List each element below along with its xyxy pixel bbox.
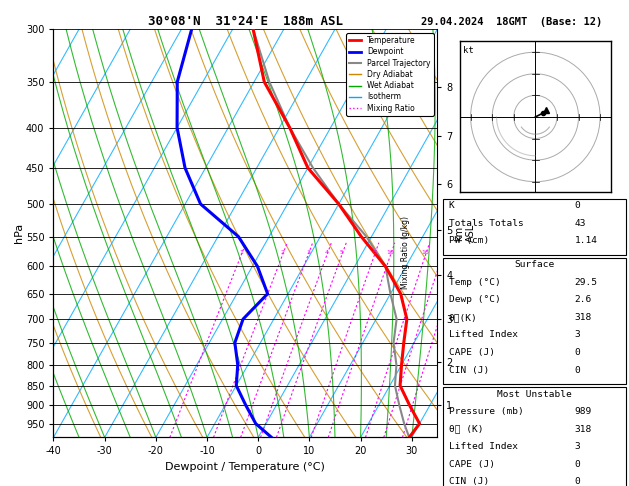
Text: 3: 3: [575, 330, 581, 339]
Text: 3: 3: [306, 250, 310, 255]
Text: 0: 0: [575, 460, 581, 469]
Y-axis label: km
ASL: km ASL: [454, 224, 476, 243]
Text: 1: 1: [240, 250, 243, 255]
Text: Lifted Index: Lifted Index: [448, 442, 518, 451]
Text: Temp (°C): Temp (°C): [448, 278, 500, 287]
Text: Totals Totals: Totals Totals: [448, 219, 523, 227]
Text: Surface: Surface: [515, 260, 555, 269]
Text: 0: 0: [575, 201, 581, 210]
Text: 29.5: 29.5: [575, 278, 598, 287]
Text: 0: 0: [575, 365, 581, 375]
Text: Dewp (°C): Dewp (°C): [448, 295, 500, 304]
Text: 2: 2: [281, 250, 284, 255]
Text: θᴇ (K): θᴇ (K): [448, 425, 483, 434]
Bar: [443, 258, 626, 384]
Text: 16: 16: [421, 250, 430, 255]
Text: 989: 989: [575, 407, 592, 416]
Text: 318: 318: [575, 425, 592, 434]
X-axis label: Dewpoint / Temperature (°C): Dewpoint / Temperature (°C): [165, 462, 325, 472]
Legend: Temperature, Dewpoint, Parcel Trajectory, Dry Adiabat, Wet Adiabat, Isotherm, Mi: Temperature, Dewpoint, Parcel Trajectory…: [347, 33, 433, 116]
Text: PW (cm): PW (cm): [448, 236, 489, 245]
Y-axis label: hPa: hPa: [14, 223, 25, 243]
Text: 43: 43: [575, 219, 586, 227]
Text: 0: 0: [575, 477, 581, 486]
Text: 8: 8: [372, 250, 377, 255]
Text: 3: 3: [575, 442, 581, 451]
Text: CAPE (J): CAPE (J): [448, 460, 494, 469]
Text: 2.6: 2.6: [575, 295, 592, 304]
Text: 1.14: 1.14: [575, 236, 598, 245]
Text: 5: 5: [340, 250, 344, 255]
Text: CIN (J): CIN (J): [448, 477, 489, 486]
Bar: [443, 387, 626, 486]
Text: θᴇ(K): θᴇ(K): [448, 313, 477, 322]
Text: K: K: [448, 201, 454, 210]
Title: 30°08'N  31°24'E  188m ASL: 30°08'N 31°24'E 188m ASL: [148, 15, 343, 28]
Text: Pressure (mb): Pressure (mb): [448, 407, 523, 416]
Text: CAPE (J): CAPE (J): [448, 348, 494, 357]
Text: 0: 0: [575, 348, 581, 357]
Text: CIN (J): CIN (J): [448, 365, 489, 375]
Text: Most Unstable: Most Unstable: [497, 390, 572, 399]
Text: 318: 318: [575, 313, 592, 322]
Bar: [443, 199, 626, 255]
Text: 29.04.2024  18GMT  (Base: 12): 29.04.2024 18GMT (Base: 12): [421, 17, 603, 27]
Text: Mixing Ratio (g/kg): Mixing Ratio (g/kg): [401, 216, 410, 289]
Text: 4: 4: [325, 250, 329, 255]
Text: 10: 10: [387, 250, 394, 255]
Text: Lifted Index: Lifted Index: [448, 330, 518, 339]
